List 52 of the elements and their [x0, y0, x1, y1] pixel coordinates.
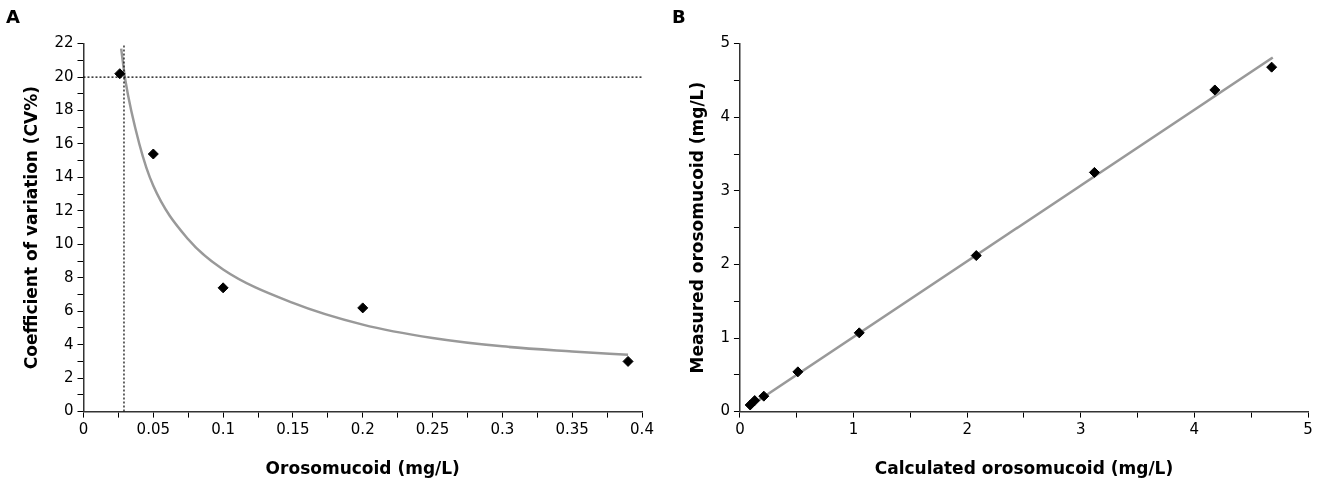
- y-tick-label: 6: [63, 301, 74, 320]
- point: [357, 302, 369, 314]
- y-axis-title: Coefficient of variation (CV%): [20, 85, 41, 370]
- y-tick-label: 14: [54, 167, 74, 186]
- point: [1266, 61, 1278, 73]
- x-tick-label: 0.25: [415, 420, 450, 439]
- y-tick-label: 20: [54, 66, 74, 85]
- x-axis-title: Calculated orosomucoid (mg/L): [874, 458, 1174, 479]
- x-tick-label: 0.3: [490, 420, 515, 439]
- x-tick-label: 0: [735, 420, 745, 439]
- y-tick-label: 22: [54, 33, 74, 52]
- y-axis-title: Measured orosomucoid (mg/L): [686, 81, 707, 374]
- point: [114, 68, 126, 80]
- y-tick-label: 5: [720, 33, 730, 52]
- y-tick-label: 2: [63, 368, 74, 387]
- y-tick-label: 4: [720, 107, 730, 126]
- point: [147, 148, 159, 160]
- x-tick-label: 1: [848, 420, 859, 439]
- y-tick-label: 4: [63, 334, 74, 353]
- y-tick-label: 18: [54, 100, 74, 119]
- y-tick-label: 12: [54, 200, 74, 219]
- chart-title: B: [672, 6, 686, 28]
- x-tick-label: 4: [1189, 420, 1200, 439]
- x-tick-label: 0.2: [350, 420, 375, 439]
- point: [853, 327, 865, 339]
- y-tick-label: 1: [720, 327, 730, 346]
- y-tick-label: 2: [720, 254, 730, 273]
- point: [758, 390, 770, 402]
- y-tick-label: 3: [720, 180, 730, 199]
- y-tick-label: 10: [54, 234, 74, 253]
- point: [792, 366, 804, 378]
- x-tick-label: 0: [78, 420, 89, 439]
- x-tick-label: 0.1: [211, 420, 236, 439]
- y-tick-label: 8: [63, 267, 74, 286]
- point: [970, 250, 982, 262]
- x-tick-label: 2: [962, 420, 972, 439]
- x-axis-title: Orosomucoid (mg/L): [265, 458, 460, 479]
- y-tick-label: 16: [54, 133, 74, 152]
- x-tick-label: 5: [1303, 420, 1313, 439]
- x-tick-label: 3: [1076, 420, 1086, 439]
- point: [1209, 84, 1221, 96]
- point: [1088, 166, 1100, 178]
- point: [217, 282, 229, 294]
- point: [749, 395, 761, 407]
- x-tick-label: 0.15: [276, 420, 310, 439]
- x-tick-label: 0.05: [136, 420, 170, 439]
- chart-title: A: [6, 6, 20, 28]
- x-tick-label: 0.4: [630, 420, 654, 439]
- point: [622, 355, 634, 367]
- x-tick-label: 0.35: [555, 420, 589, 439]
- y-tick-label: 0: [720, 401, 730, 420]
- y-tick-label: 0: [63, 401, 74, 420]
